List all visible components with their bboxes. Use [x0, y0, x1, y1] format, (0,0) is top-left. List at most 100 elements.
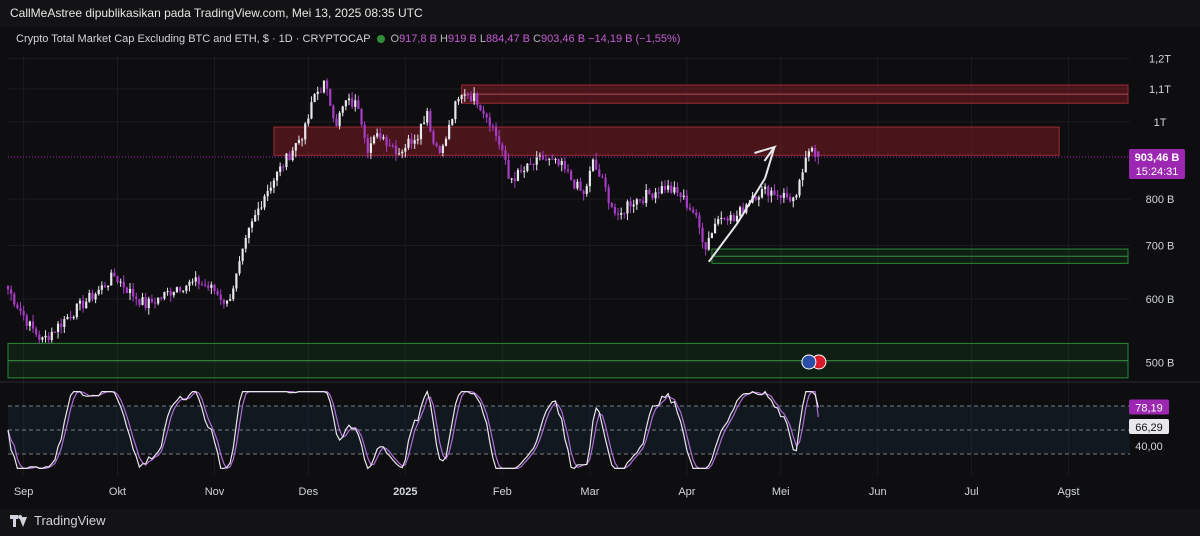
- candle-down: [817, 151, 820, 158]
- candle-up: [297, 139, 301, 143]
- candle-down: [329, 88, 332, 106]
- candle-down: [573, 179, 576, 189]
- candle-up: [554, 159, 557, 161]
- candle-up: [232, 288, 235, 300]
- candle-up: [63, 319, 66, 327]
- candle-down: [31, 321, 35, 329]
- symbol-title[interactable]: Crypto Total Market Cap Excluding BTC an…: [16, 33, 371, 45]
- candle-up: [372, 136, 376, 144]
- candle-up: [241, 248, 244, 262]
- candle-up: [247, 227, 250, 238]
- candle-up: [75, 303, 78, 318]
- candle-down: [723, 217, 726, 219]
- candle-down: [438, 146, 441, 154]
- trend-arrow-head: [754, 145, 777, 162]
- candle-up: [310, 102, 313, 119]
- chart-area[interactable]: [0, 27, 1200, 509]
- candle-down: [570, 171, 573, 180]
- stoch-k-label: 78,19: [1135, 402, 1163, 414]
- candle-down: [566, 169, 570, 172]
- us-flag-icon: [801, 354, 817, 370]
- candle-up: [673, 187, 676, 193]
- candle-down: [222, 299, 225, 304]
- candle-down: [394, 145, 398, 154]
- candle-up: [807, 151, 810, 158]
- candle-down: [610, 203, 613, 207]
- candle-down: [282, 166, 285, 168]
- y-axis-tick-label: 1,2T: [1149, 54, 1171, 66]
- low-label: L: [479, 33, 486, 45]
- price-label-box: [1129, 149, 1185, 180]
- candle-up: [244, 237, 247, 249]
- candle-down: [579, 181, 582, 191]
- candle-down: [494, 126, 498, 137]
- candle-up: [300, 139, 304, 141]
- candle-down: [651, 193, 654, 199]
- candle-down: [726, 218, 729, 221]
- candle-down: [53, 331, 57, 333]
- candle-down: [767, 186, 770, 196]
- candle-up: [279, 166, 282, 173]
- candle-down: [204, 284, 207, 286]
- candle-down: [113, 272, 116, 277]
- candle-up: [275, 172, 279, 181]
- candle-up: [667, 185, 670, 190]
- resistance-zone: [273, 126, 1060, 156]
- candle-down: [532, 164, 535, 166]
- candle-down: [657, 192, 660, 194]
- candle-down: [360, 108, 363, 125]
- candle-up: [795, 195, 798, 198]
- candle-up: [254, 215, 257, 222]
- candle-up: [576, 181, 579, 189]
- candle-down: [150, 298, 154, 303]
- candle-up: [257, 208, 260, 216]
- candle-down: [498, 136, 501, 145]
- candle-up: [448, 124, 451, 139]
- candle-up: [88, 292, 91, 302]
- candle-up: [419, 123, 423, 140]
- candle-down: [326, 80, 329, 89]
- candle-down: [513, 178, 516, 181]
- trend-arrow-line: [707, 177, 766, 263]
- candle-down: [69, 316, 72, 319]
- candle-up: [444, 138, 448, 146]
- candle-down: [595, 159, 598, 170]
- brand-name: TradingView: [34, 513, 106, 528]
- price-label-value: 903,46 B: [1135, 152, 1180, 164]
- chart-legend: Crypto Total Market Cap Excluding BTC an…: [16, 33, 680, 45]
- candle-up: [401, 151, 404, 154]
- candles: [6, 78, 820, 344]
- candle-up: [269, 187, 272, 191]
- candle-up: [72, 317, 75, 319]
- y-axis-tick-label: 1,1T: [1149, 84, 1171, 96]
- candle-down: [213, 284, 216, 292]
- candle-down: [754, 196, 757, 200]
- x-axis-tick-label: Apr: [678, 486, 695, 498]
- y-axis-tick-label: 500 B: [1146, 357, 1175, 369]
- candle-down: [429, 111, 432, 132]
- candle-up: [44, 335, 47, 338]
- x-axis-tick-label: 2025: [393, 486, 417, 498]
- candle-down: [363, 124, 366, 139]
- candle-down: [357, 100, 360, 109]
- candle-up: [110, 272, 113, 286]
- candle-up: [185, 285, 188, 291]
- low-value: 884,47 B: [485, 33, 530, 45]
- candle-up: [404, 147, 407, 152]
- candle-up: [147, 298, 150, 309]
- x-axis-tick-label: Agst: [1058, 486, 1080, 498]
- candle-down: [16, 304, 19, 309]
- change-value: −14,19 B (−1,55%): [588, 33, 681, 45]
- candle-down: [732, 215, 735, 222]
- candle-down: [22, 311, 25, 316]
- high-value: 919 B: [448, 33, 477, 45]
- candle-up: [460, 95, 463, 100]
- candle-down: [47, 335, 50, 340]
- candle-down: [623, 213, 626, 215]
- stoch-k-line: [7, 389, 819, 470]
- candle-down: [13, 293, 16, 305]
- candle-down: [388, 145, 391, 147]
- candle-up: [344, 100, 347, 107]
- candle-up: [510, 178, 513, 180]
